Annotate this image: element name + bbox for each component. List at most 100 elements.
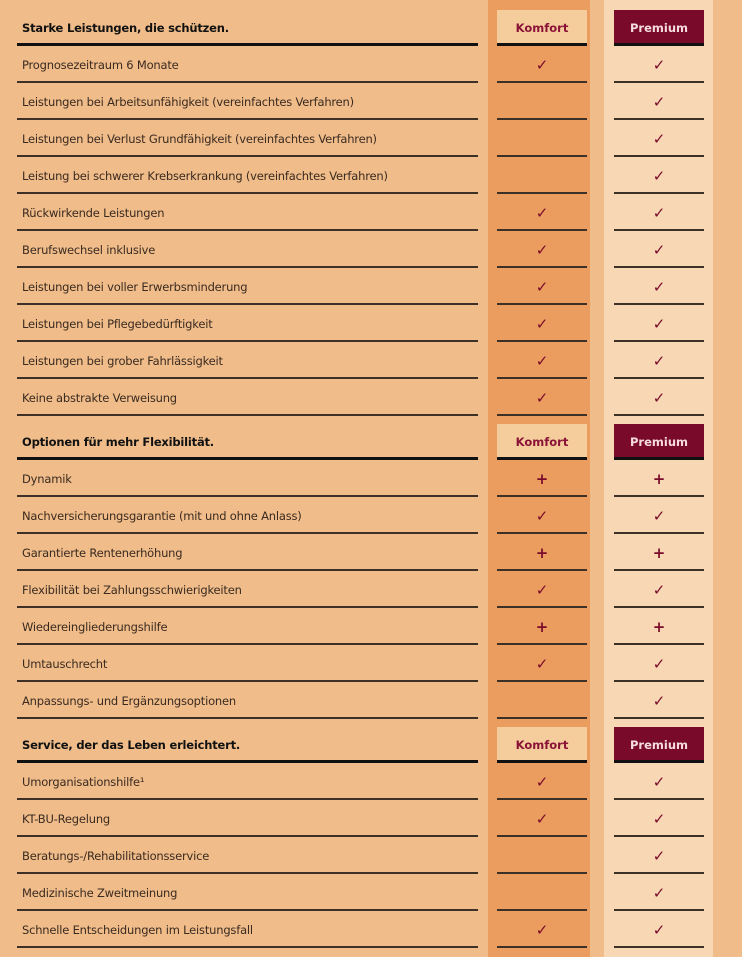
- plus-icon: +: [535, 543, 549, 562]
- check-icon: ✓: [652, 166, 666, 185]
- divider: [17, 495, 478, 497]
- komfort-cell: ✓: [497, 571, 587, 608]
- komfort-cell: ✓: [497, 231, 587, 268]
- premium-cell: ✓: [614, 268, 704, 305]
- komfort-cell: ✓: [497, 911, 587, 948]
- premium-cell: ✓: [614, 120, 704, 157]
- komfort-cell: ✓: [497, 763, 587, 800]
- divider: [497, 43, 587, 46]
- feature-label: Anpassungs- und Ergänzungsoptionen: [22, 693, 236, 708]
- check-icon: ✓: [652, 277, 666, 296]
- feature-label: Leistungen bei Arbeitsunfähigkeit (verei…: [22, 94, 354, 109]
- feature-label: Schnelle Entscheidungen im Leistungsfall: [22, 922, 253, 937]
- komfort-header: Komfort: [497, 727, 587, 763]
- divider: [497, 798, 587, 800]
- divider: [17, 946, 478, 948]
- table-row: Umorganisationshilfe¹ ✓ ✓: [0, 763, 742, 800]
- divider: [17, 303, 478, 305]
- divider: [614, 643, 704, 645]
- komfort-cell: ✓: [497, 268, 587, 305]
- feature-label: Umorganisationshilfe¹: [22, 774, 145, 789]
- komfort-cell: ✓: [497, 497, 587, 534]
- table-row: Rückwirkende Leistungen ✓ ✓: [0, 194, 742, 231]
- feature-label: Keine abstrakte Verweisung: [22, 390, 177, 405]
- komfort-header: Komfort: [497, 424, 587, 460]
- premium-cell: +: [614, 534, 704, 571]
- section: Starke Leistungen, die schützen. Komfort…: [0, 10, 742, 416]
- check-icon: ✓: [652, 772, 666, 791]
- plus-icon: +: [652, 617, 666, 636]
- divider: [17, 81, 478, 83]
- table-row: Leistungen bei Arbeitsunfähigkeit (verei…: [0, 83, 742, 120]
- premium-cell: ✓: [614, 571, 704, 608]
- check-icon: ✓: [652, 240, 666, 259]
- feature-label: Leistung bei schwerer Krebserkrankung (v…: [22, 168, 388, 183]
- divider: [614, 43, 704, 46]
- check-icon: ✓: [652, 314, 666, 333]
- divider: [17, 414, 478, 416]
- check-icon: ✓: [652, 351, 666, 370]
- feature-label: Leistungen bei voller Erwerbsminderung: [22, 279, 248, 294]
- check-icon: ✓: [652, 129, 666, 148]
- divider: [17, 643, 478, 645]
- check-icon: ✓: [652, 203, 666, 222]
- table-row: Garantierte Rentenerhöhung + +: [0, 534, 742, 571]
- table-row: Wiedereingliederungshilfe + +: [0, 608, 742, 645]
- table-row: Flexibilität bei Zahlungsschwierigkeiten…: [0, 571, 742, 608]
- divider: [497, 377, 587, 379]
- section-header: Service, der das Leben erleichtert. Komf…: [0, 727, 742, 763]
- komfort-cell: +: [497, 534, 587, 571]
- divider: [614, 606, 704, 608]
- divider: [17, 229, 478, 231]
- plus-icon: +: [535, 469, 549, 488]
- komfort-column: [488, 0, 590, 957]
- divider: [17, 909, 478, 911]
- plus-icon: +: [652, 469, 666, 488]
- divider: [497, 155, 587, 157]
- premium-cell: ✓: [614, 157, 704, 194]
- table-row: Anpassungs- und Ergänzungsoptionen ✓: [0, 682, 742, 719]
- check-icon: ✓: [535, 506, 549, 525]
- section-header: Optionen für mehr Flexibilität. Komfort …: [0, 424, 742, 460]
- divider: [614, 229, 704, 231]
- premium-cell: ✓: [614, 645, 704, 682]
- komfort-cell: [497, 83, 587, 120]
- divider: [17, 606, 478, 608]
- divider: [17, 532, 478, 534]
- premium-cell: ✓: [614, 231, 704, 268]
- divider: [614, 909, 704, 911]
- divider: [614, 495, 704, 497]
- divider: [17, 377, 478, 379]
- check-icon: ✓: [535, 772, 549, 791]
- table-row: Umtauschrecht ✓ ✓: [0, 645, 742, 682]
- divider: [497, 835, 587, 837]
- komfort-cell: ✓: [497, 194, 587, 231]
- divider: [17, 835, 478, 837]
- plus-icon: +: [652, 543, 666, 562]
- plus-icon: +: [535, 617, 549, 636]
- divider: [497, 946, 587, 948]
- check-icon: ✓: [652, 920, 666, 939]
- divider: [17, 118, 478, 120]
- komfort-cell: [497, 682, 587, 719]
- divider: [614, 81, 704, 83]
- komfort-cell: +: [497, 460, 587, 497]
- divider: [497, 680, 587, 682]
- divider: [497, 532, 587, 534]
- divider: [497, 414, 587, 416]
- feature-label: Wiedereingliederungshilfe: [22, 619, 168, 634]
- table-row: Medizinische Zweitmeinung ✓: [0, 874, 742, 911]
- divider: [17, 717, 478, 719]
- check-icon: ✓: [652, 809, 666, 828]
- divider: [614, 680, 704, 682]
- table-row: Berufswechsel inklusive ✓ ✓: [0, 231, 742, 268]
- section-title: Service, der das Leben erleichtert.: [22, 738, 241, 752]
- divider: [614, 798, 704, 800]
- komfort-cell: ✓: [497, 305, 587, 342]
- premium-cell: +: [614, 608, 704, 645]
- feature-label: Dynamik: [22, 471, 72, 486]
- check-icon: ✓: [652, 580, 666, 599]
- komfort-cell: [497, 874, 587, 911]
- divider: [614, 835, 704, 837]
- divider: [497, 303, 587, 305]
